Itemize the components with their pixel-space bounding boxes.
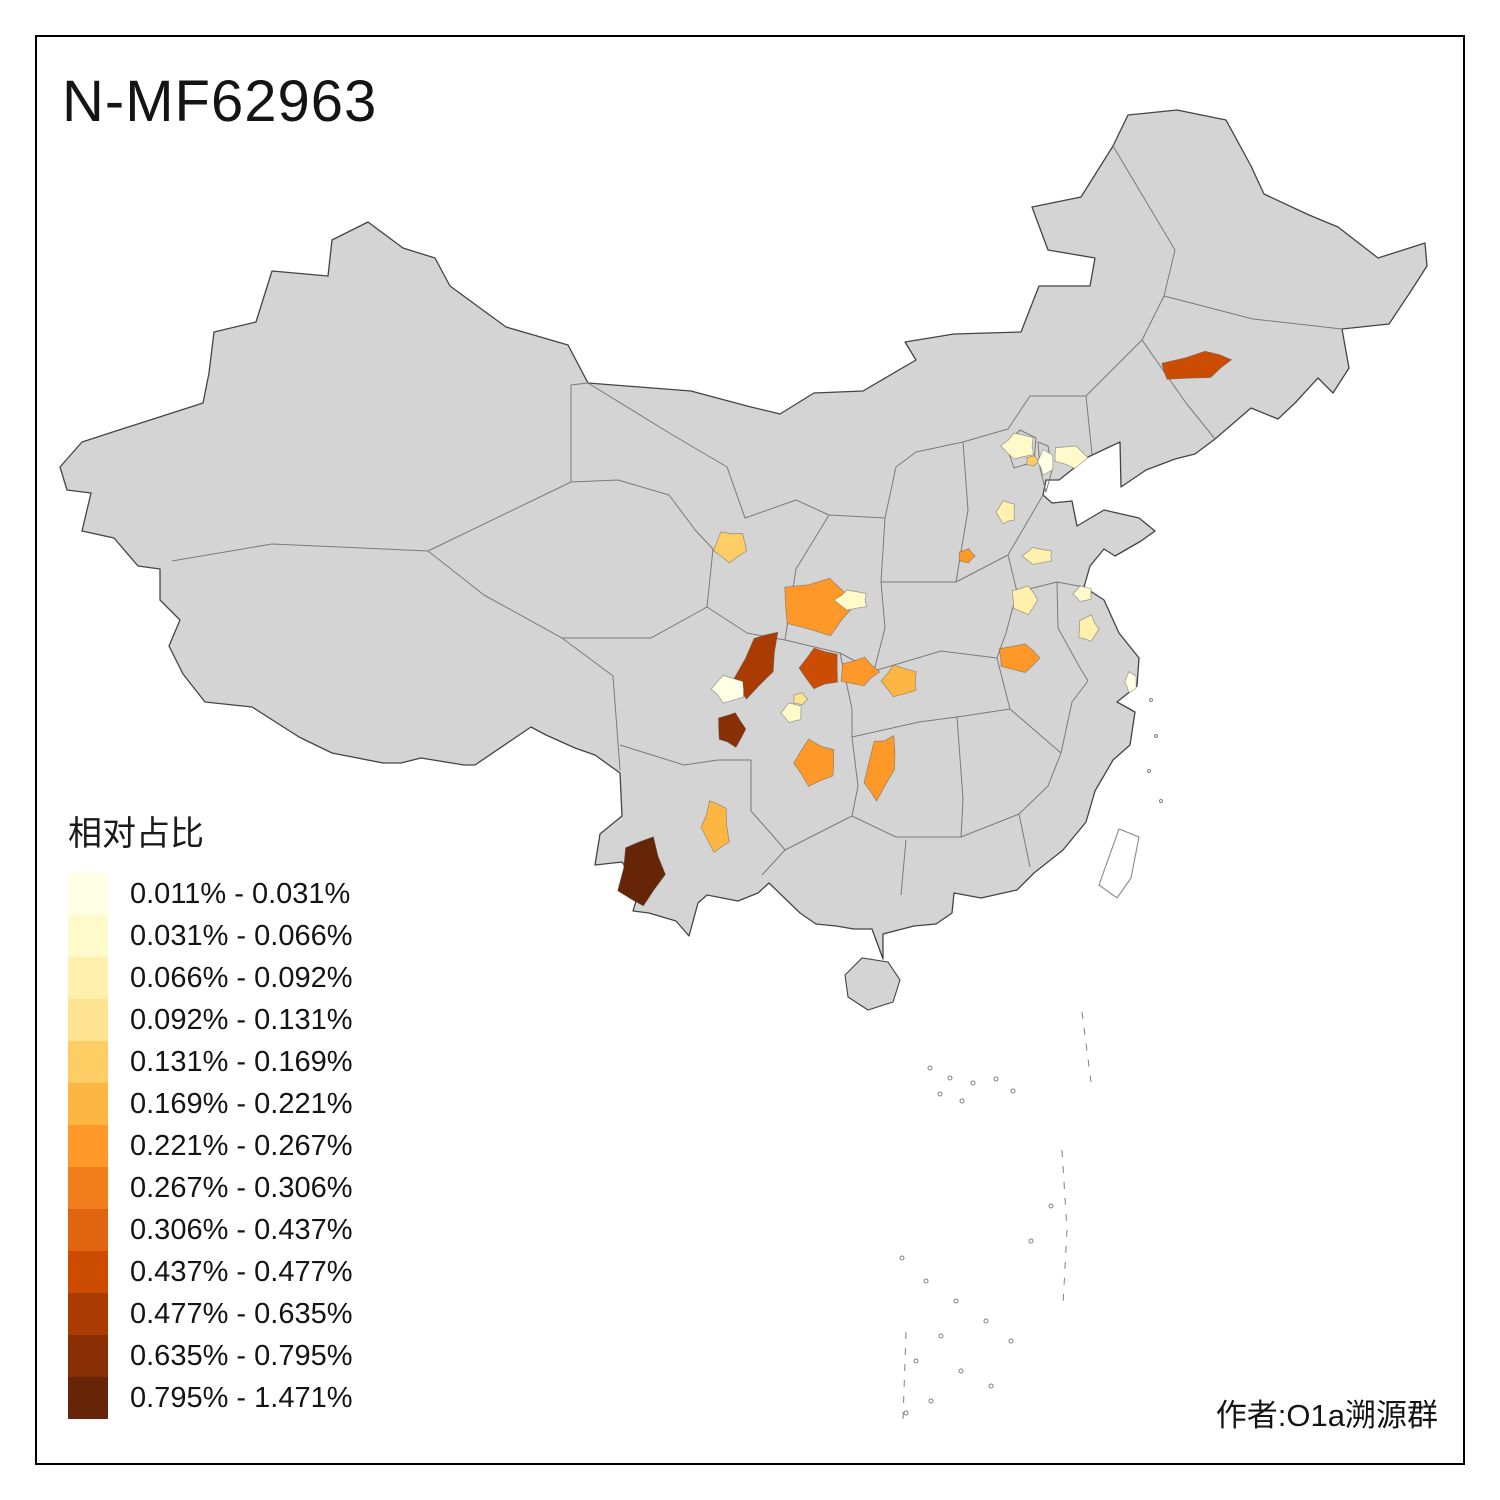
legend-swatch <box>68 1335 108 1377</box>
map-region-shaanxi-south <box>880 664 917 698</box>
map-region-hunan-west <box>863 735 896 802</box>
legend-label: 0.306% - 0.437% <box>130 1213 353 1246</box>
legend-row: 0.477% - 0.635% <box>68 1293 352 1335</box>
legend-swatch <box>68 1125 108 1167</box>
legend-row: 0.267% - 0.306% <box>68 1167 352 1209</box>
legend-label: 0.635% - 0.795% <box>130 1339 353 1372</box>
author-caption: 作者:O1a溯源群 <box>1215 1398 1438 1433</box>
legend-row: 0.011% - 0.031% <box>68 873 352 915</box>
china-mainland-outline <box>59 109 1428 960</box>
map-region-tianjin <box>1037 448 1054 476</box>
south-china-sea-islands <box>899 698 1163 1421</box>
legend-label: 0.267% - 0.306% <box>130 1171 353 1204</box>
map-region-chongqing-south <box>793 738 835 787</box>
map-region-sichuan-chengdu <box>718 712 747 748</box>
legend-label: 0.795% - 1.471% <box>130 1381 353 1414</box>
legend-row: 0.437% - 0.477% <box>68 1251 352 1293</box>
legend-swatch <box>68 999 108 1041</box>
legend-label: 0.031% - 0.066% <box>130 919 353 952</box>
plot-title: N-MF62963 <box>62 69 378 134</box>
map-region-henan-central <box>998 643 1041 673</box>
map-region-shanxi-south <box>958 548 976 564</box>
map-region-sichuan-east <box>840 656 881 687</box>
map-region-shandong-south <box>1078 614 1100 642</box>
legend-title: 相对占比 <box>68 815 204 853</box>
choropleth-regions-layer <box>617 350 1233 907</box>
legend-label: 0.221% - 0.267% <box>130 1129 353 1162</box>
legend-label: 0.169% - 0.221% <box>130 1087 353 1120</box>
taiwan-island <box>1098 828 1140 899</box>
legend-swatch <box>68 1041 108 1083</box>
legend-swatch <box>68 1293 108 1335</box>
legend-row: 0.795% - 1.471% <box>68 1377 352 1419</box>
map-region-hebei-central <box>995 500 1015 525</box>
map-region-yunnan-west <box>617 836 666 907</box>
legend-label: 0.066% - 0.092% <box>130 961 353 994</box>
hainan-island <box>844 957 901 1011</box>
legend-row: 0.066% - 0.092% <box>68 957 352 999</box>
legend-row: 0.635% - 0.795% <box>68 1335 352 1377</box>
legend-swatch <box>68 1083 108 1125</box>
map-region-gansu-east-pale <box>833 589 867 611</box>
map-region-hebei-south <box>1021 547 1053 565</box>
legend-row: 0.306% - 0.437% <box>68 1209 352 1251</box>
map-region-shandong-east <box>1072 585 1092 602</box>
legend: 相对占比 0.011% - 0.031% 0.031% - 0.066% 0.066… <box>68 806 352 1419</box>
map-region-beijing-nw <box>1000 432 1034 460</box>
legend-swatch <box>68 1209 108 1251</box>
legend-rows: 0.011% - 0.031% 0.031% - 0.066% 0.066% - 0… <box>68 873 352 1419</box>
legend-swatch <box>68 957 108 999</box>
map-region-sichuan-west-pale <box>710 674 744 704</box>
legend-label: 0.131% - 0.169% <box>130 1045 353 1078</box>
legend-swatch <box>68 1377 108 1419</box>
map-region-sichuan-northeast <box>798 647 838 690</box>
legend-row: 0.169% - 0.221% <box>68 1083 352 1125</box>
legend-swatch <box>68 915 108 957</box>
map-region-shanghai-coast <box>1124 670 1137 694</box>
map-region-beijing-core <box>1026 455 1040 467</box>
map-region-shaanxi-north <box>713 531 747 564</box>
map-region-guizhou-west <box>700 800 730 854</box>
legend-swatch <box>68 873 108 915</box>
legend-row: 0.131% - 0.169% <box>68 1041 352 1083</box>
legend-row: 0.031% - 0.066% <box>68 915 352 957</box>
legend-swatch <box>68 1251 108 1293</box>
map-region-shandong-west <box>1011 585 1038 616</box>
map-region-sichuan-northwest <box>732 631 779 700</box>
legend-label: 0.437% - 0.477% <box>130 1255 353 1288</box>
legend-row: 0.221% - 0.267% <box>68 1125 352 1167</box>
map-region-sichuan-small-yellow <box>793 692 809 706</box>
map-region-gansu-east <box>784 577 855 637</box>
legend-swatch <box>68 1167 108 1209</box>
province-borders <box>171 145 1343 896</box>
legend-label: 0.092% - 0.131% <box>130 1003 353 1036</box>
map-region-hebei-east <box>1054 445 1089 469</box>
map-region-jilin-west <box>1161 350 1233 380</box>
legend-label: 0.477% - 0.635% <box>130 1297 353 1330</box>
legend-label: 0.011% - 0.031% <box>130 877 351 910</box>
map-region-sichuan-small-pale <box>780 702 802 723</box>
legend-row: 0.092% - 0.131% <box>68 999 352 1041</box>
